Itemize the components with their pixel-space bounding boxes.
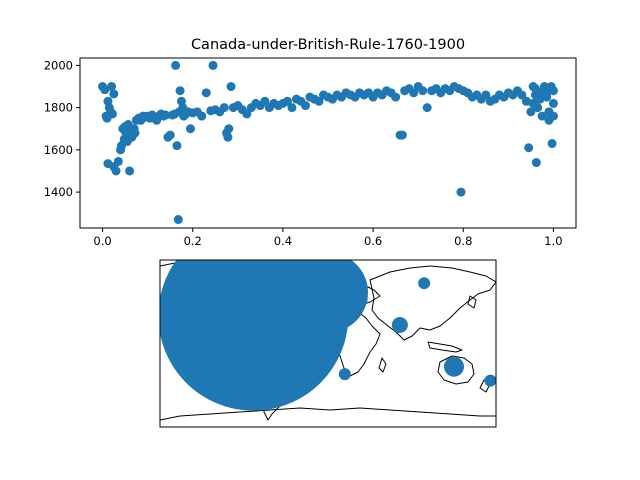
- scatter-point: [391, 92, 401, 102]
- scatter-point: [113, 156, 123, 166]
- scatter-point: [397, 130, 407, 140]
- scatter-point: [109, 89, 119, 99]
- scatter-point: [224, 124, 234, 134]
- scatter-point: [526, 107, 536, 117]
- scatter-point: [107, 82, 117, 92]
- scatter-axes: 0.0 0.2 0.4 0.6 0.8 1.0 1400 1600 1800 2000: [44, 58, 563, 248]
- x-tick-label: 1.0: [544, 234, 562, 248]
- x-tick-label: 0.2: [184, 234, 202, 248]
- scatter-point: [107, 109, 117, 119]
- scatter-point: [531, 158, 541, 168]
- map-bubble: [338, 368, 351, 381]
- scatter-frame: [79, 57, 577, 229]
- scatter-point: [422, 103, 432, 113]
- scatter-point: [481, 90, 491, 100]
- map-bubbles: [160, 260, 496, 411]
- x-tick-label: 0.8: [454, 234, 472, 248]
- scatter-points: [98, 60, 558, 225]
- scatter-point: [521, 96, 531, 106]
- chart-title: Canada-under-British-Rule-1760-1900: [191, 37, 465, 53]
- scatter-point: [517, 90, 527, 100]
- scatter-point: [528, 82, 538, 92]
- scatter-point: [111, 166, 121, 176]
- y-tick-label: 1600: [44, 143, 73, 157]
- scatter-point: [530, 90, 540, 100]
- scatter-point: [130, 128, 140, 138]
- scatter-point: [547, 139, 557, 149]
- scatter-point: [172, 141, 182, 151]
- scatter-point: [125, 166, 135, 176]
- scatter-point: [300, 101, 310, 111]
- scatter-point: [537, 111, 547, 121]
- y-tick-label: 1400: [44, 185, 73, 199]
- scatter-point: [171, 60, 181, 70]
- map-chart: [159, 259, 497, 428]
- map-bubble: [391, 316, 408, 333]
- x-tick-label: 0.6: [364, 234, 382, 248]
- map-frame: [159, 259, 497, 428]
- scatter-point: [161, 110, 171, 120]
- scatter-point: [208, 60, 218, 70]
- map-bubble: [444, 356, 464, 377]
- scatter-point: [165, 130, 175, 140]
- scatter-point: [533, 103, 543, 113]
- x-tick-label: 0.0: [93, 234, 111, 248]
- scatter-point: [197, 111, 207, 121]
- scatter-point: [456, 187, 466, 197]
- map-bubble: [418, 277, 431, 290]
- map-bubble: [353, 291, 368, 306]
- y-tick-label: 1800: [44, 101, 73, 115]
- scatter-point: [242, 109, 252, 119]
- scatter-point: [185, 124, 195, 134]
- y-tick-label: 2000: [44, 58, 73, 72]
- scatter-chart: Canada-under-British-Rule-1760-1900 0.0 0…: [44, 37, 577, 248]
- scatter-point: [100, 85, 110, 95]
- scatter-plot-area: [80, 58, 576, 228]
- scatter-point: [175, 86, 185, 96]
- scatter-point: [260, 96, 270, 106]
- scatter-point: [548, 111, 558, 121]
- scatter-point: [409, 88, 419, 98]
- scatter-point: [226, 82, 236, 92]
- scatter-point: [524, 143, 534, 153]
- scatter-point: [314, 96, 324, 106]
- scatter-point: [201, 88, 211, 98]
- scatter-point: [223, 132, 233, 142]
- scatter-point: [548, 98, 558, 108]
- scatter-point: [287, 103, 297, 113]
- map-bubble: [288, 260, 368, 333]
- x-tick-label: 0.4: [274, 234, 292, 248]
- scatter-point: [173, 215, 183, 225]
- scatter-point: [418, 86, 428, 96]
- scatter-point: [219, 103, 229, 113]
- scatter-point: [548, 86, 558, 96]
- map-bubble: [484, 374, 496, 387]
- scatter-point: [282, 96, 292, 106]
